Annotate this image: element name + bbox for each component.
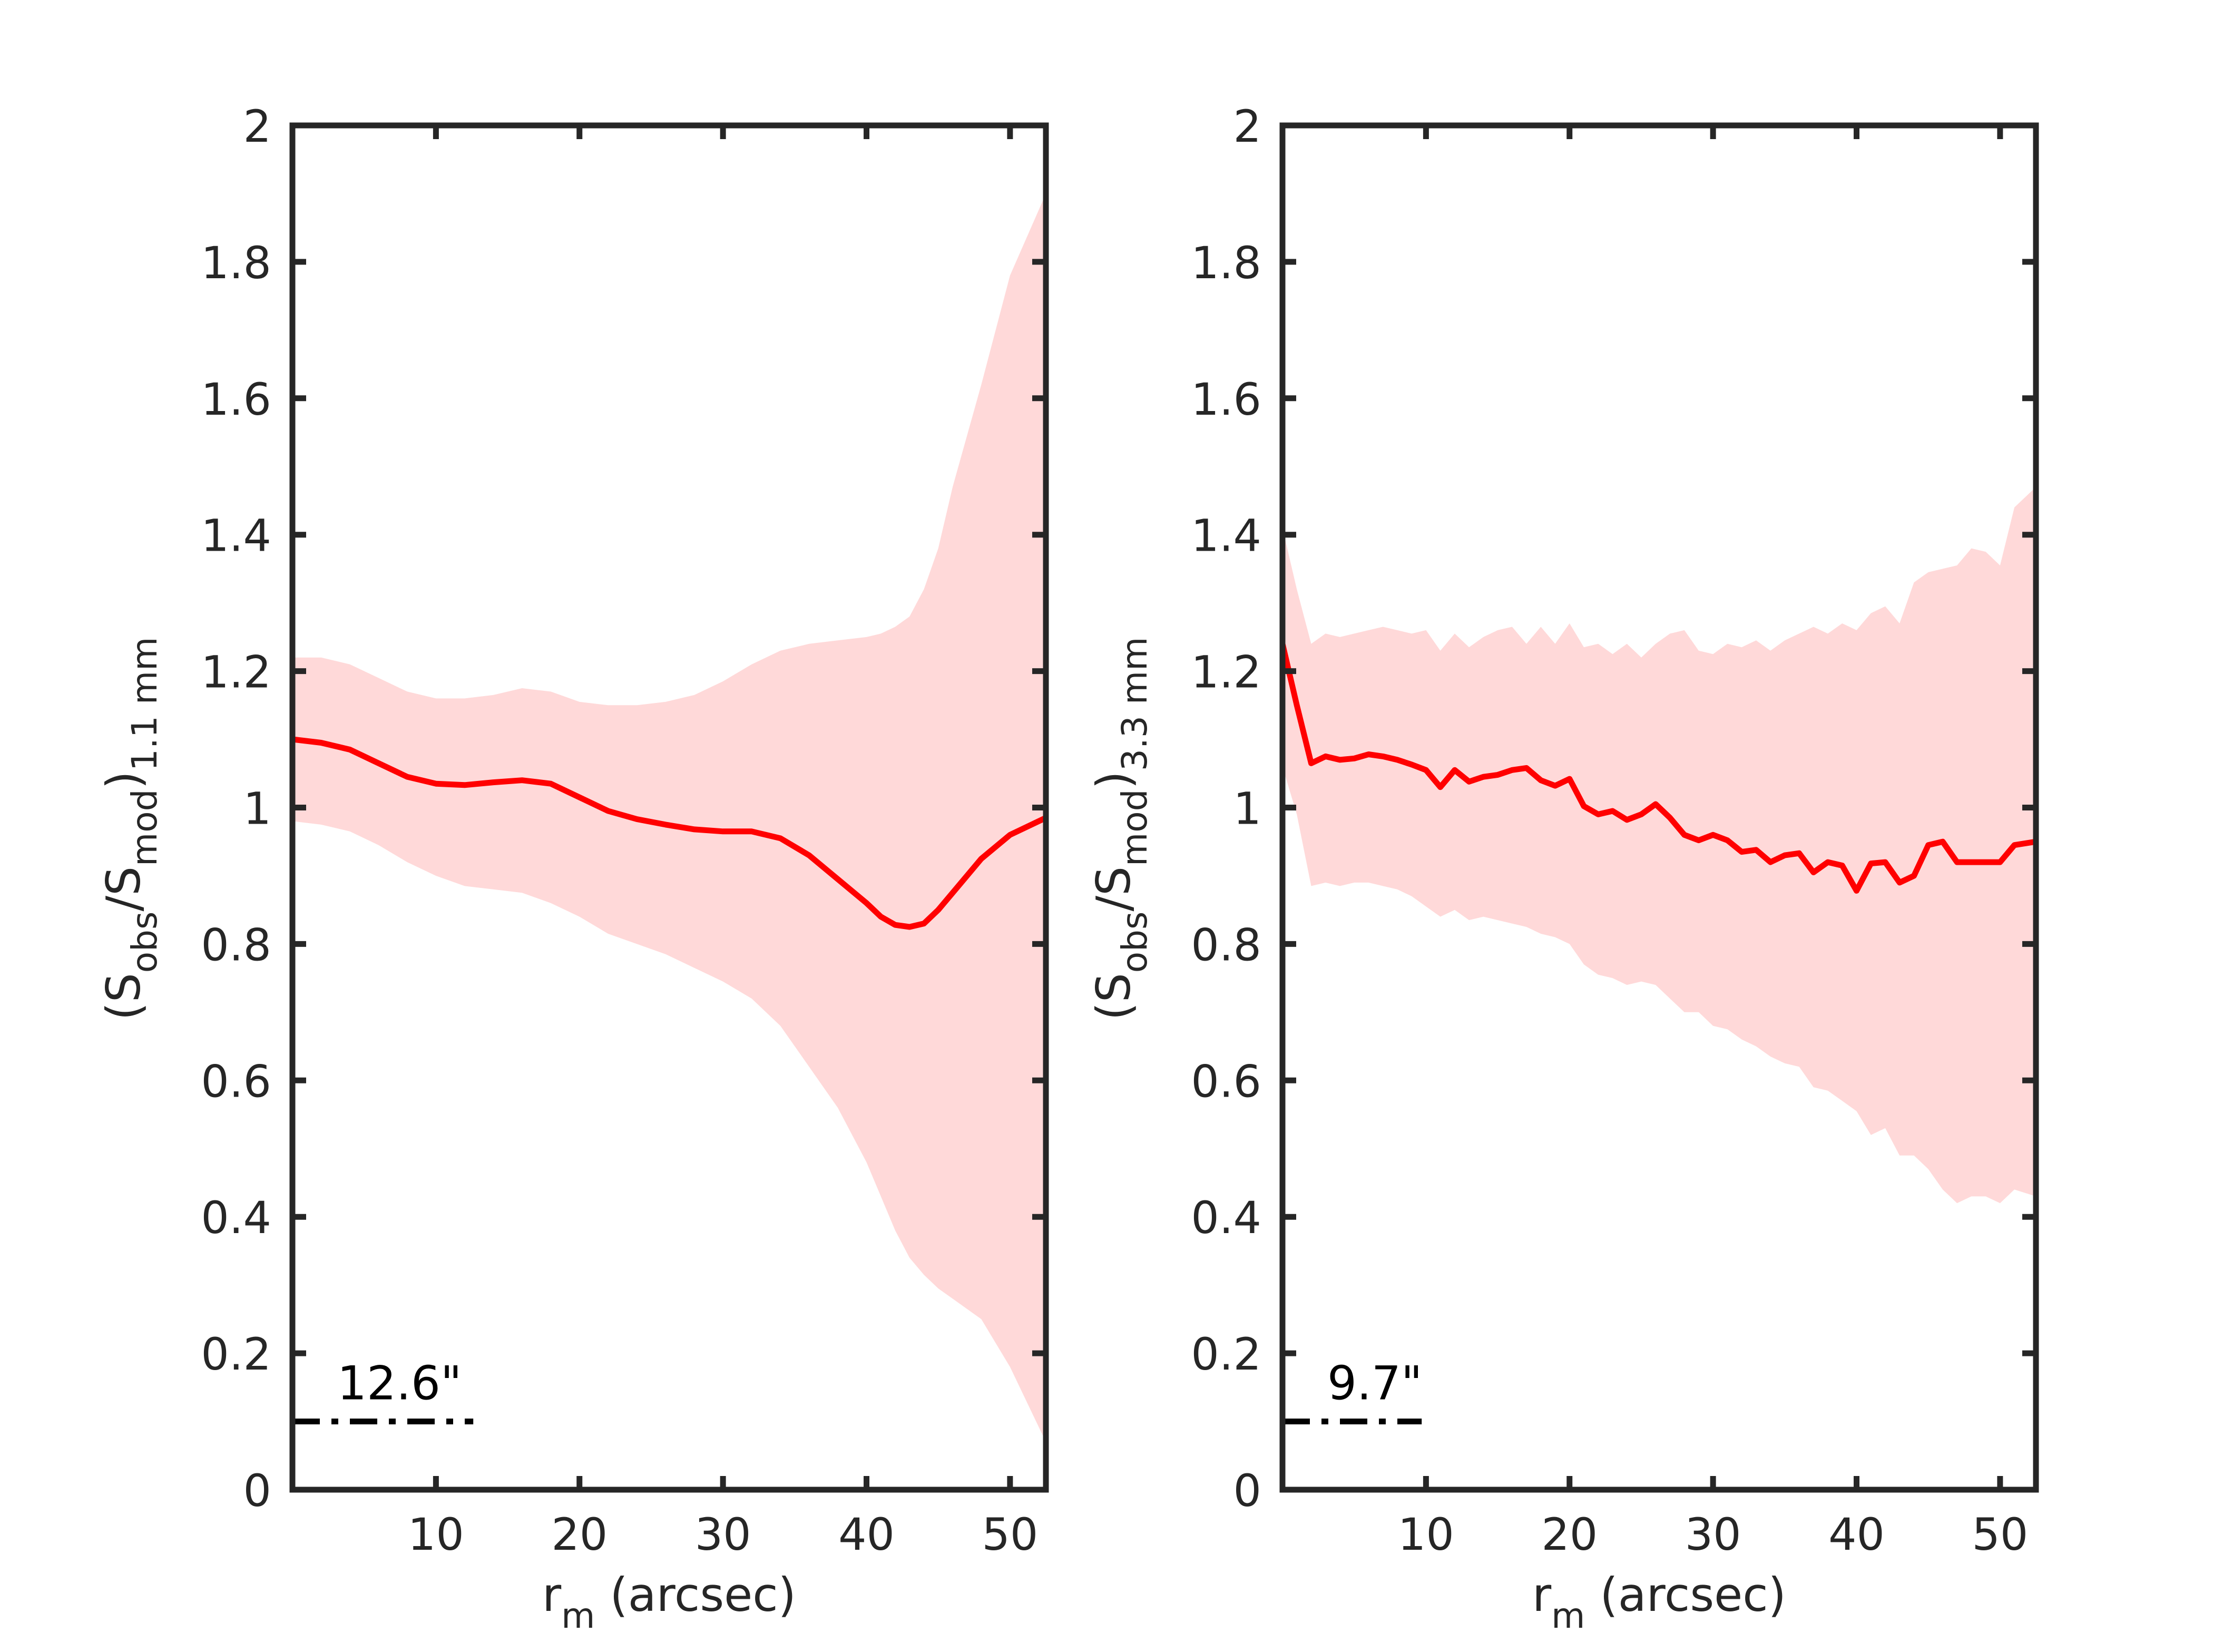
y-tick-label: 0	[243, 1465, 271, 1517]
y-tick-label: 0.4	[201, 1192, 271, 1244]
uncertainty-band-right	[1282, 487, 2036, 1204]
axes-frame-left	[289, 122, 1049, 1493]
y-tick-label: 1.8	[1191, 237, 1261, 289]
y-tick-label: 0.8	[1191, 919, 1261, 971]
x-axis-label-right: rm (arcsec)	[1532, 1568, 1786, 1636]
x-tick-label: 40	[838, 1509, 895, 1560]
y-tick-label: 0.2	[201, 1328, 271, 1380]
x-tick-label: 30	[695, 1509, 751, 1560]
x-tick-label: 20	[1541, 1509, 1598, 1560]
x-tick-label: 10	[408, 1509, 464, 1560]
x-tick-label: 50	[1972, 1509, 2028, 1560]
y-tick-label: 1.4	[1191, 510, 1261, 562]
x-axis-label-left: rm (arcsec)	[542, 1568, 796, 1636]
x-tick-label: 20	[551, 1509, 608, 1560]
y-tick-label: 1.8	[201, 237, 271, 289]
right-panel: 9.7" 0 0.2 0.4 0.6 0.8 1 1.2 1.4 1.6 1.8 2 10 20 30 4…	[1086, 101, 2039, 1636]
y-tick-label: 1.6	[1191, 374, 1261, 425]
x-tick-label: 40	[1828, 1509, 1885, 1560]
y-tick-label: 1	[1233, 783, 1261, 835]
uncertainty-band-left	[292, 193, 1046, 1442]
y-axis-label-left: (Sobs/Smod)1.1 mm	[96, 637, 165, 1021]
y-tick-label: 0.2	[1191, 1328, 1261, 1380]
x-tick-label: 50	[982, 1509, 1038, 1560]
y-tick-label: 1.6	[201, 374, 271, 425]
beam-size-label-right: 9.7"	[1327, 1356, 1422, 1411]
beam-size-label-left: 12.6"	[337, 1356, 462, 1411]
left-panel: 12.6" 0 0.2 0.4 0.6 0.8 1 1.2 1.4 1.6 1.8 2 10 20 30…	[96, 101, 1049, 1636]
y-tick-label: 1.2	[1191, 647, 1261, 698]
y-tick-label: 0	[1233, 1465, 1261, 1517]
y-tick-label: 2	[1233, 101, 1261, 152]
y-tick-label: 0.8	[201, 919, 271, 971]
x-tick-label: 30	[1685, 1509, 1741, 1560]
y-tick-label: 1	[243, 783, 271, 835]
x-tick-label: 10	[1398, 1509, 1454, 1560]
y-tick-label: 2	[243, 101, 271, 152]
y-tick-label: 1.2	[201, 647, 271, 698]
axes-frame-right	[1279, 122, 2039, 1493]
ratio-line-left	[292, 736, 1047, 930]
y-tick-label: 1.4	[201, 510, 271, 562]
y-tick-label: 0.4	[1191, 1192, 1261, 1244]
y-axis-label-right: (Sobs/Smod)3.3 mm	[1086, 637, 1155, 1021]
y-tick-label: 0.6	[1191, 1055, 1261, 1107]
x-ticks-left: 10 20 30 40 50	[408, 125, 1038, 1560]
y-tick-label: 0.6	[201, 1055, 271, 1107]
ratio-line-right	[1279, 643, 2036, 894]
